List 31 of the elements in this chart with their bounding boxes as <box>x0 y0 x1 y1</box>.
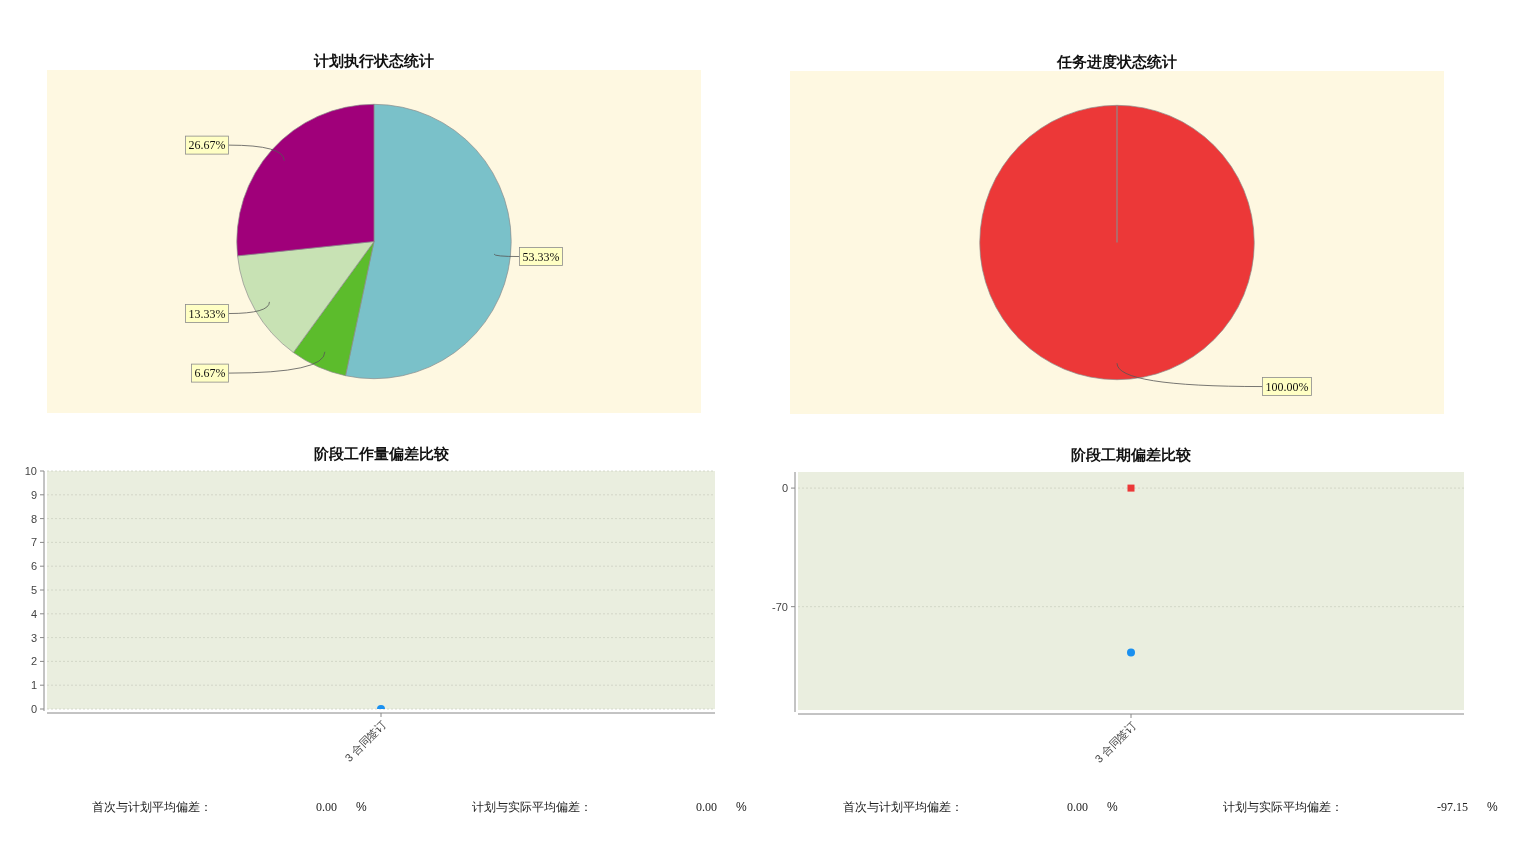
y-tick-label: 4 <box>30 607 37 620</box>
y-tick-label: -70 <box>772 600 788 613</box>
text: % <box>1107 800 1118 814</box>
text: % <box>736 800 747 814</box>
chart-title: 计划执行状态统计 <box>313 53 434 69</box>
y-tick-label: 0 <box>30 703 37 715</box>
text: 计划与实际平均偏差： <box>472 800 592 814</box>
y-tick-label: 5 <box>30 584 37 596</box>
x-tick-label: 3 合同签订 <box>342 717 389 765</box>
x-tick-label: 3 合同签订 <box>1092 718 1139 766</box>
chart-title: 任务进度状态统计 <box>1056 53 1177 70</box>
y-tick-label: 10 <box>24 465 37 477</box>
y-tick-label: 0 <box>781 482 788 495</box>
y-tick-label: 9 <box>30 488 37 501</box>
text: -97.15 <box>1437 800 1468 814</box>
text: 计划与实际平均偏差： <box>1223 800 1343 814</box>
text: 首次与计划平均偏差： <box>92 800 212 814</box>
chart-title: 阶段工作量偏差比较 <box>313 446 450 462</box>
y-tick-label: 3 <box>30 631 37 644</box>
y-tick-label: 2 <box>30 655 37 668</box>
y-tick-label: 1 <box>30 679 37 692</box>
y-tick-label: 6 <box>30 560 37 573</box>
text: 0.00 <box>316 800 337 814</box>
y-tick-label: 8 <box>30 512 37 525</box>
text: % <box>1487 800 1498 814</box>
chart-title: 阶段工期偏差比较 <box>1071 447 1192 463</box>
text: 0.00 <box>696 800 717 814</box>
text: 首次与计划平均偏差： <box>843 800 963 814</box>
text: 0.00 <box>1067 800 1088 814</box>
y-tick-label: 7 <box>30 536 37 549</box>
text: % <box>356 800 367 814</box>
